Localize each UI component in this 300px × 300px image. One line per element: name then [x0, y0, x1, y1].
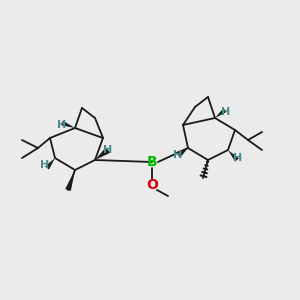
Polygon shape: [215, 108, 226, 118]
Text: H: H: [40, 160, 50, 170]
Text: H: H: [103, 145, 112, 155]
Text: B: B: [147, 155, 157, 169]
Text: H: H: [221, 107, 231, 117]
Text: O: O: [146, 178, 158, 192]
Polygon shape: [176, 148, 188, 158]
Polygon shape: [61, 121, 75, 128]
Text: H: H: [57, 120, 67, 130]
Text: H: H: [173, 150, 183, 160]
Polygon shape: [65, 170, 75, 191]
Polygon shape: [95, 147, 110, 160]
Polygon shape: [45, 158, 55, 169]
Text: H: H: [233, 153, 243, 163]
Polygon shape: [228, 150, 239, 162]
